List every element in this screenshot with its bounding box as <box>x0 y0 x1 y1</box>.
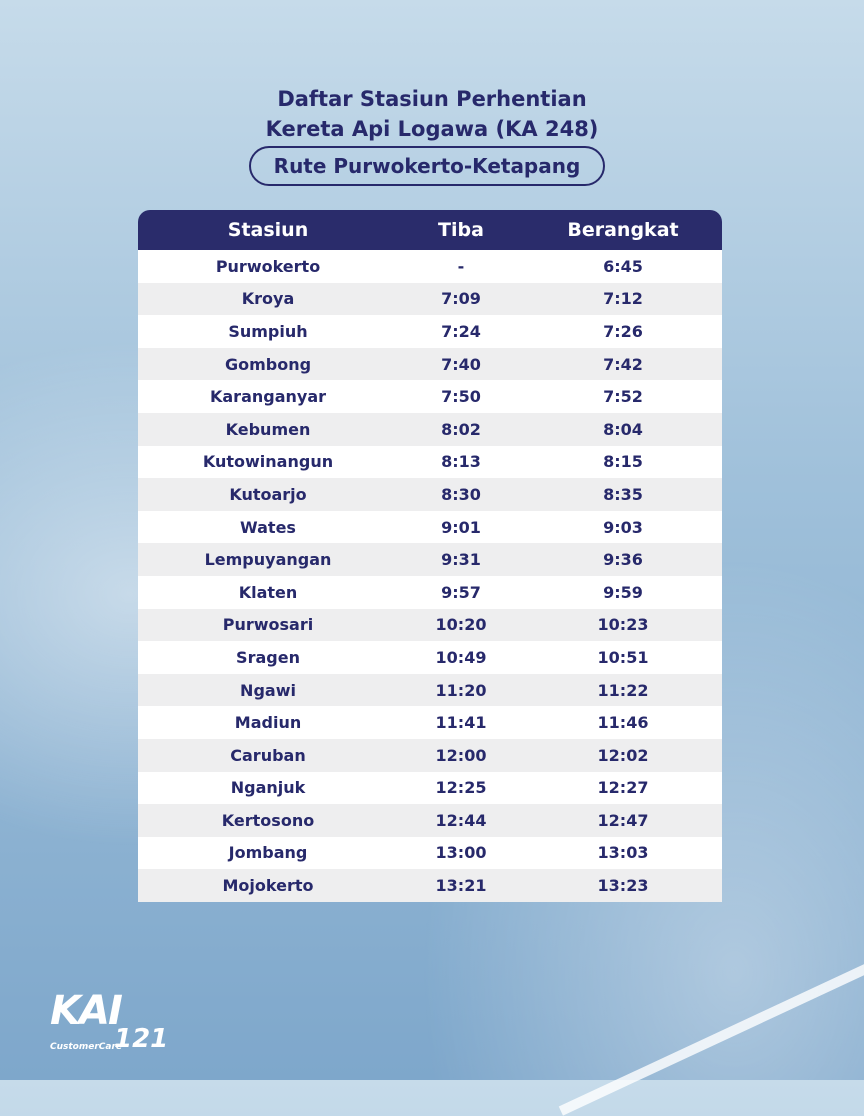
column-header: Berangkat <box>567 219 679 241</box>
table-cell: Sumpiuh <box>228 321 308 341</box>
table-cell: 10:20 <box>435 615 487 635</box>
table-row: Kutowinangun 8:13 8:15 <box>138 445 722 479</box>
table-cell: 11:46 <box>597 713 649 733</box>
table-cell: 12:00 <box>435 745 487 765</box>
table-cell: 7:24 <box>441 321 481 341</box>
table-body: Purwokerto - 6:45 Kroya 7:09 7:12 Sumpiuh 7:24 7… <box>138 250 722 902</box>
table-cell: 10:49 <box>435 647 487 667</box>
table-row: Mojokerto 13:21 13:23 <box>138 869 722 902</box>
table-row: Kebumen 8:02 8:04 <box>138 412 722 446</box>
table-cell: Ngawi <box>240 680 296 700</box>
table-cell: 9:36 <box>603 550 643 570</box>
table-cell: 13:00 <box>435 843 487 863</box>
table-cell: 11:22 <box>597 680 649 700</box>
table-cell: 12:44 <box>435 810 487 830</box>
column-header: Stasiun <box>227 219 309 241</box>
table-cell: Purwosari <box>222 615 314 635</box>
schedule-table: Stasiun Tiba Berangkat Purwokerto - 6:45 Kr… <box>138 210 722 902</box>
table-row: Kutoarjo 8:30 8:35 <box>138 478 722 511</box>
table-cell: Klaten <box>238 582 298 602</box>
table-row: Wates 9:01 9:03 <box>138 510 722 544</box>
table-row: Purwokerto - 6:45 <box>138 250 722 283</box>
table-cell: 8:35 <box>603 484 643 504</box>
table-cell: Nganjuk <box>230 778 306 798</box>
table-cell: 13:23 <box>597 876 649 896</box>
table-cell: 7:12 <box>603 289 643 309</box>
table-row: Purwosari 10:20 10:23 <box>138 608 722 642</box>
table-cell: Jombang <box>228 843 308 863</box>
table-cell: Caruban <box>230 745 306 765</box>
table-cell: Kutoarjo <box>229 484 307 504</box>
table-cell: 9:57 <box>441 582 481 602</box>
table-row: Lempuyangan 9:31 9:36 <box>138 543 722 576</box>
table-row: Ngawi 11:20 11:22 <box>138 673 722 707</box>
table-cell: 13:03 <box>597 843 649 863</box>
table-cell: 8:04 <box>603 419 643 439</box>
table-row: Jombang 13:00 13:03 <box>138 836 722 870</box>
table-cell: 12:02 <box>597 745 649 765</box>
table-cell: Kroya <box>241 289 295 309</box>
table-row: Gombong 7:40 7:42 <box>138 347 722 381</box>
table-row: Sumpiuh 7:24 7:26 <box>138 315 722 348</box>
table-cell: 8:02 <box>441 419 481 439</box>
table-cell: 12:27 <box>597 778 649 798</box>
logo-number: 121 <box>114 1024 169 1054</box>
table-cell: 10:51 <box>597 647 649 667</box>
table-cell: Kutowinangun <box>202 452 334 472</box>
table-header: Stasiun Tiba Berangkat <box>138 210 722 250</box>
logo-brand: KAI <box>50 988 123 1034</box>
table-cell: 10:23 <box>597 615 649 635</box>
table-cell: 9:59 <box>603 582 643 602</box>
table-cell: 9:03 <box>603 517 643 537</box>
column-header: Tiba <box>438 219 484 241</box>
table-cell: Kebumen <box>225 419 311 439</box>
table-cell: 7:52 <box>603 387 643 407</box>
table-cell: 9:01 <box>441 517 481 537</box>
table-cell: 11:41 <box>435 713 487 733</box>
table-cell: 6:45 <box>603 256 643 276</box>
table-cell: 12:25 <box>435 778 487 798</box>
table-cell: 7:42 <box>603 354 643 374</box>
table-cell: Madiun <box>234 713 302 733</box>
table-row: Caruban 12:00 12:02 <box>138 738 722 772</box>
table-row: Kertosono 12:44 12:47 <box>138 804 722 837</box>
table-cell: 11:20 <box>435 680 487 700</box>
table-cell: Gombong <box>224 354 312 374</box>
logo-sub: CustomerCare <box>50 1042 122 1052</box>
table-cell: 7:40 <box>441 354 481 374</box>
table-cell: 12:47 <box>597 810 649 830</box>
table-cell: Sragen <box>236 647 300 667</box>
table-row: Sragen 10:49 10:51 <box>138 641 722 674</box>
table-cell: Lempuyangan <box>204 550 332 570</box>
title: Daftar Stasiun Perhentian Kereta Api Log… <box>0 84 864 144</box>
title-line: Kereta Api Logawa (KA 248) <box>265 117 599 141</box>
table-cell: 7:50 <box>441 387 481 407</box>
subtitle: Rute Purwokerto-Ketapang <box>249 146 605 186</box>
title-line: Daftar Stasiun Perhentian <box>277 87 587 111</box>
table-row: Karanganyar 7:50 7:52 <box>138 380 722 413</box>
table-row: Madiun 11:41 11:46 <box>138 706 722 739</box>
table-cell: Kertosono <box>221 810 315 830</box>
table-cell: 7:09 <box>441 289 481 309</box>
table-row: Nganjuk 12:25 12:27 <box>138 771 722 805</box>
table-cell: 7:26 <box>603 321 643 341</box>
table-row: Kroya 7:09 7:12 <box>138 282 722 316</box>
table-cell: 8:15 <box>603 452 643 472</box>
decor-stripe <box>558 954 864 1116</box>
table-cell: Karanganyar <box>209 387 327 407</box>
table-cell: 8:30 <box>441 484 481 504</box>
table-cell: Wates <box>240 517 296 537</box>
table-cell: - <box>457 256 465 276</box>
table-cell: Mojokerto <box>222 876 314 896</box>
page: Daftar Stasiun Perhentian Kereta Api Log… <box>0 0 864 1080</box>
table-cell: 13:21 <box>435 876 487 896</box>
table-cell: 8:13 <box>441 452 481 472</box>
logo: KAI CustomerCare 121 <box>50 988 168 1054</box>
table-cell: Purwokerto <box>215 256 321 276</box>
table-cell: 9:31 <box>441 550 481 570</box>
table-row: Klaten 9:57 9:59 <box>138 575 722 609</box>
